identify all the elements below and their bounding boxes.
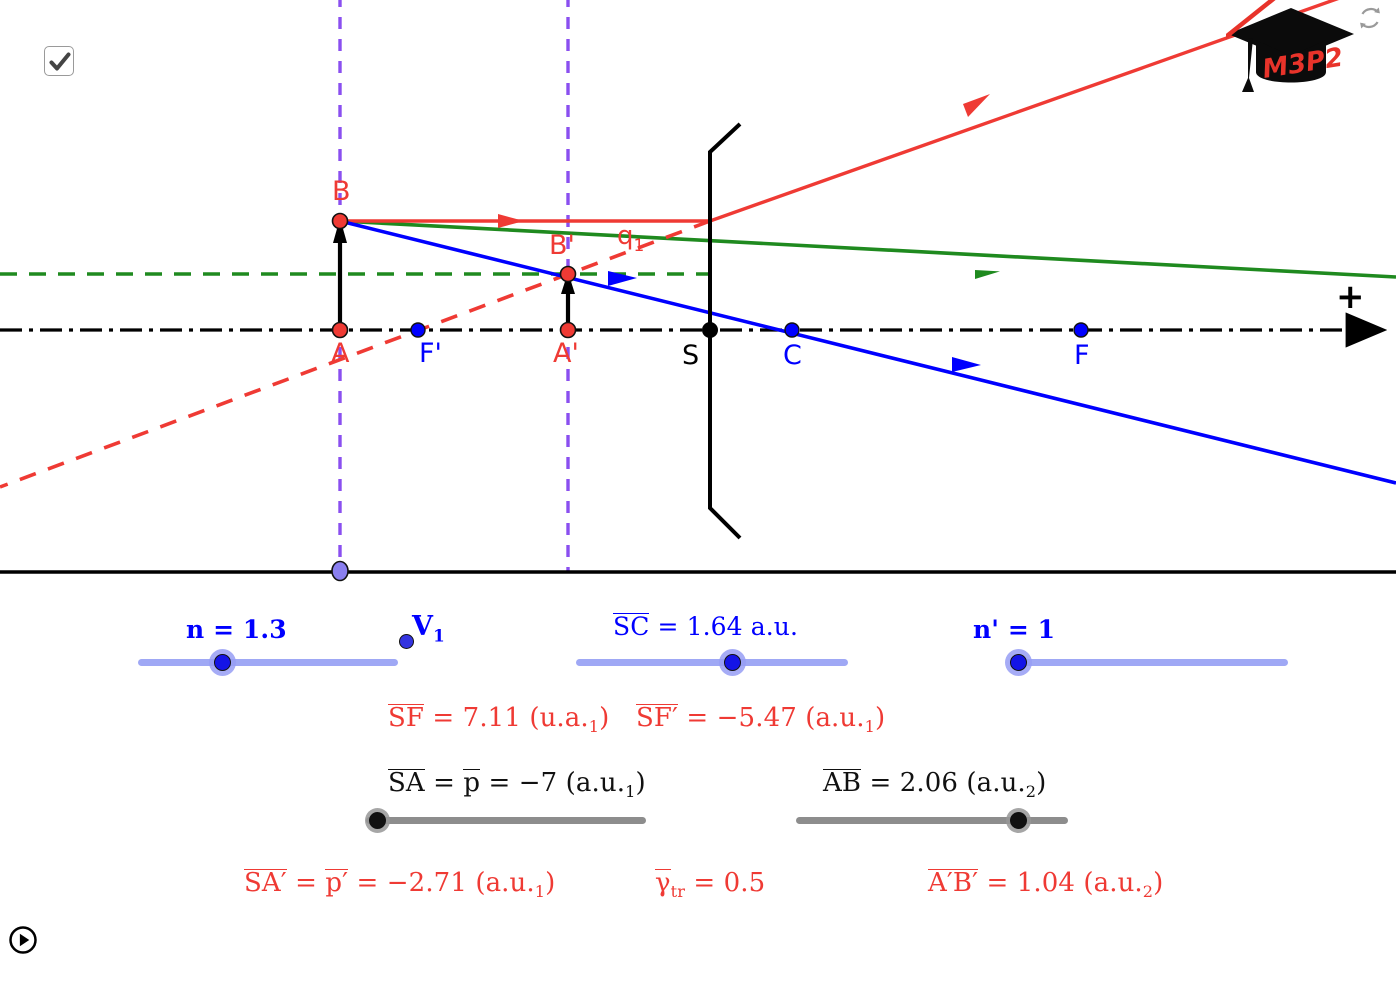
axis-plus-sign: + [1336, 277, 1365, 317]
n-slider-label: n = 1.3 [186, 615, 287, 644]
nprime-slider-label: n' = 1 [973, 615, 1056, 644]
saprime-readout-sub: 1 [534, 882, 546, 902]
saprime-readout-overline: SA′ [244, 868, 287, 898]
gamma-readout-overline: γ [655, 868, 671, 898]
sa-slider-knob[interactable] [369, 812, 386, 829]
label-F: F [1074, 340, 1090, 371]
sc-slider-label: SC = 1.64 a.u. [613, 612, 798, 641]
point-baseline-handle[interactable] [331, 560, 349, 582]
sa-slider-label: SA = p = −7 (a.u.1) [388, 768, 646, 801]
show-rays-checkbox[interactable] [44, 46, 74, 76]
label-C: C [783, 340, 802, 371]
saprime-readout-end: ) [545, 868, 556, 898]
n-slider-track[interactable] [138, 659, 398, 666]
checkmark-icon [49, 52, 71, 71]
saprime-readout-pbar: p′ [325, 868, 349, 898]
point-C[interactable] [784, 322, 800, 338]
sc-slider-label-rest: = 1.64 a.u. [649, 612, 799, 641]
sf-readout-rest: = 7.11 (u.a. [424, 703, 589, 733]
point-S[interactable] [702, 322, 718, 338]
sfprime-readout: SF′ = −5.47 (a.u.1) [636, 703, 885, 736]
ab-slider-label-rest: = 2.06 (a.u. [861, 768, 1026, 798]
ray-green [339, 219, 1396, 279]
gamma-readout-sub: tr [670, 882, 686, 902]
sa-slider-label-pbar: p [463, 768, 481, 798]
sa-slider-label-end: ) [635, 768, 646, 798]
label-B-prime: B' [549, 230, 575, 261]
ab-slider-label-sub: 2 [1025, 782, 1037, 802]
ab-slider-knob[interactable] [1010, 812, 1027, 829]
reload-icon[interactable] [1356, 4, 1384, 32]
gamma-readout: γtr = 0.5 [655, 868, 765, 901]
m3p2-logo: M3P2 [1220, 0, 1356, 100]
saprime-readout: SA′ = p′ = −2.71 (a.u.1) [244, 868, 555, 901]
abprime-readout-overline: A′B′ [928, 868, 979, 898]
point-B[interactable] [331, 212, 349, 230]
sc-slider-track[interactable] [576, 659, 848, 666]
sf-readout: SF = 7.11 (u.a.1) [388, 703, 609, 736]
play-icon[interactable] [8, 925, 38, 955]
point-F-prime[interactable] [410, 322, 426, 338]
point-F[interactable] [1073, 322, 1089, 338]
label-S: S [682, 340, 699, 371]
sfprime-readout-overline: SF′ [636, 703, 679, 733]
point-V1[interactable] [399, 634, 414, 649]
saprime-readout-mid: = [286, 868, 326, 898]
abprime-readout-sub: 2 [1142, 882, 1154, 902]
n-slider-knob[interactable] [214, 654, 231, 671]
abprime-readout-end: ) [1153, 868, 1164, 898]
sa-slider-label-rest: = −7 (a.u. [480, 768, 626, 798]
ab-slider-label-end: ) [1036, 768, 1047, 798]
ray-red-incident [340, 214, 710, 228]
point-B-prime[interactable] [559, 265, 577, 283]
label-B: B [332, 176, 351, 207]
label-V1: V1 [412, 611, 445, 646]
ab-slider-label: AB = 2.06 (a.u.2) [823, 768, 1046, 801]
sf-readout-overline: SF [388, 703, 425, 733]
gamma-readout-rest: = 0.5 [685, 868, 766, 898]
sa-slider-label-overline: SA [388, 768, 425, 798]
saprime-readout-rest: = −2.71 (a.u. [348, 868, 535, 898]
ab-slider-track[interactable] [796, 817, 1068, 824]
label-ray-q1: q1 [617, 221, 644, 256]
sc-slider-label-overline: SC [613, 612, 650, 641]
sfprime-readout-rest: = −5.47 (a.u. [678, 703, 865, 733]
point-A-prime[interactable] [559, 321, 577, 339]
object-arrow-AB [333, 218, 347, 330]
sf-readout-end: ) [599, 703, 610, 733]
abprime-readout-rest: = 1.04 (a.u. [978, 868, 1143, 898]
point-A[interactable] [331, 321, 349, 339]
sc-slider-knob[interactable] [724, 654, 741, 671]
label-A-prime: A' [553, 338, 579, 369]
nprime-slider-track[interactable] [1010, 659, 1288, 666]
nprime-slider-knob[interactable] [1010, 654, 1027, 671]
abprime-readout: A′B′ = 1.04 (a.u.2) [928, 868, 1163, 901]
sf-readout-sub: 1 [588, 717, 600, 737]
sa-slider-label-mid: = [424, 768, 464, 798]
label-F-prime: F' [419, 338, 442, 369]
sa-slider-label-sub: 1 [625, 782, 636, 802]
sfprime-readout-sub: 1 [864, 717, 875, 737]
ray-blue [339, 219, 1396, 485]
sfprime-readout-end: ) [875, 703, 886, 733]
sa-slider-track[interactable] [366, 817, 646, 824]
label-V1-sub: 1 [433, 625, 445, 646]
label-A: A [331, 338, 350, 369]
ray-red-dashed-virtual [0, 219, 711, 489]
ab-slider-label-overline: AB [823, 768, 862, 798]
